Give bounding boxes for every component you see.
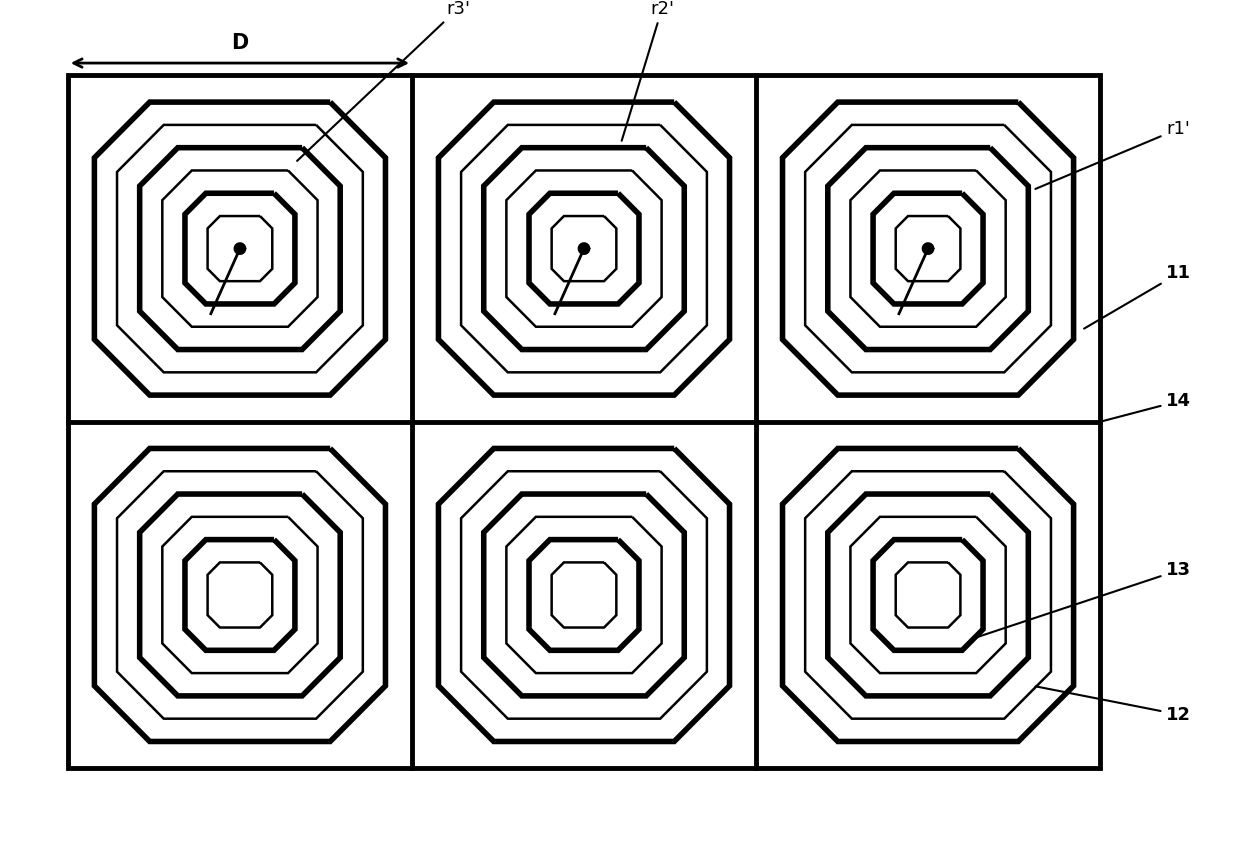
Polygon shape [923,243,934,254]
Text: 14: 14 [1102,392,1192,421]
Text: 12: 12 [1035,687,1192,723]
Text: r2': r2' [621,0,675,141]
Text: r3': r3' [298,0,470,161]
Text: 13: 13 [977,561,1192,637]
Polygon shape [234,243,246,254]
Text: D: D [232,33,248,53]
Text: r1': r1' [1035,120,1190,189]
Polygon shape [578,243,590,254]
Text: 11: 11 [1084,264,1192,329]
Bar [68,76,1100,769]
